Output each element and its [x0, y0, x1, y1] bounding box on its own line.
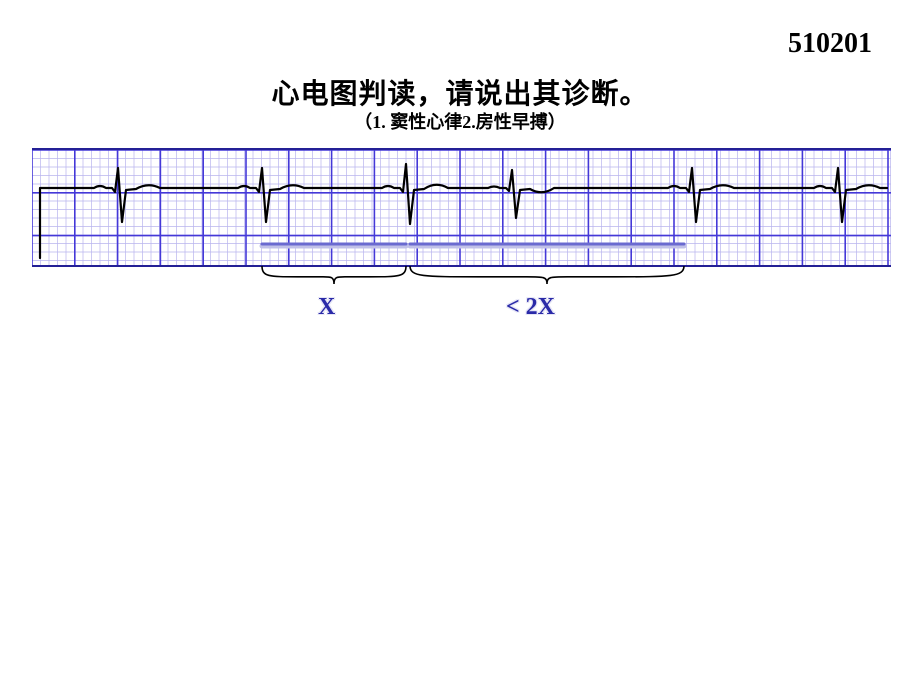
- interval-label-x: X: [318, 294, 335, 321]
- ecg-strip: [32, 148, 891, 267]
- slide-subtitle: （1. 窦性心律2.房性早搏）: [0, 108, 920, 134]
- slide-page: 510201 心电图判读，请说出其诊断。 （1. 窦性心律2.房性早搏） X <…: [0, 0, 920, 690]
- slide-code: 510201: [788, 28, 872, 60]
- ecg-svg: [32, 150, 891, 265]
- slide-title: 心电图判读，请说出其诊断。: [0, 72, 920, 112]
- interval-label-2x: < 2X: [506, 294, 555, 321]
- annotation-svg: [32, 260, 891, 320]
